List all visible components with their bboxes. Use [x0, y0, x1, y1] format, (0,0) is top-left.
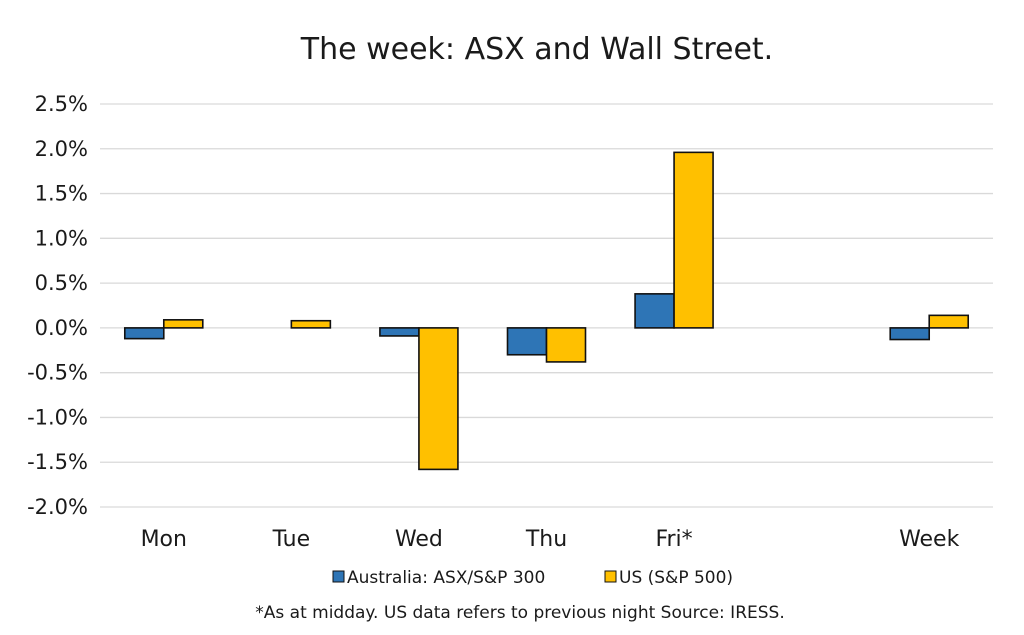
y-tick-label: -2.0% — [27, 495, 88, 519]
legend-label-australia: Australia: ASX/S&P 300 — [347, 568, 545, 588]
legend: Australia: ASX/S&P 300 US (S&P 500) — [332, 568, 733, 588]
x-axis-categories: Mon Tue Wed Thu Fri* Week — [141, 527, 960, 552]
bar-australia-4 — [634, 293, 675, 329]
y-axis-ticks: 2.5% 2.0% 1.5% 1.0% 0.5% 0.0% -0.5% -1.0% -1.5% -… — [27, 92, 88, 519]
legend-swatch-australia — [332, 570, 345, 583]
bar-us-4 — [673, 151, 714, 329]
bars — [123, 151, 970, 471]
x-category-label: Thu — [525, 527, 567, 552]
bar-us-2 — [418, 327, 459, 471]
y-tick-label: -1.5% — [27, 450, 88, 474]
gridlines — [100, 103, 993, 508]
x-category-label: Week — [899, 527, 960, 552]
bar-us-0 — [162, 319, 204, 329]
y-tick-label: -0.5% — [27, 361, 88, 385]
x-category-label: Wed — [395, 527, 443, 552]
legend-label-us: US (S&P 500) — [619, 568, 733, 588]
bar-australia-0 — [123, 327, 165, 340]
y-tick-label: 1.5% — [35, 182, 88, 206]
y-tick-label: 1.0% — [35, 226, 88, 250]
y-tick-label: -1.0% — [27, 405, 88, 429]
chart-title: The week: ASX and Wall Street. — [300, 32, 773, 67]
legend-swatch-us — [604, 570, 617, 583]
footnote: *As at midday. US data refers to previou… — [255, 603, 784, 623]
x-category-label: Mon — [141, 527, 187, 552]
x-category-label: Fri* — [655, 527, 692, 552]
y-tick-label: 0.0% — [35, 316, 88, 340]
bar-australia-3 — [506, 327, 548, 356]
x-category-label: Tue — [272, 527, 311, 552]
y-tick-label: 2.5% — [35, 92, 88, 116]
y-tick-label: 2.0% — [35, 137, 88, 161]
y-tick-label: 0.5% — [35, 271, 88, 295]
bar-australia-6 — [889, 327, 931, 341]
bar-australia-2 — [379, 327, 420, 337]
bar-us-1 — [290, 319, 332, 329]
bar-us-3 — [545, 327, 587, 363]
bar-us-6 — [928, 314, 970, 329]
